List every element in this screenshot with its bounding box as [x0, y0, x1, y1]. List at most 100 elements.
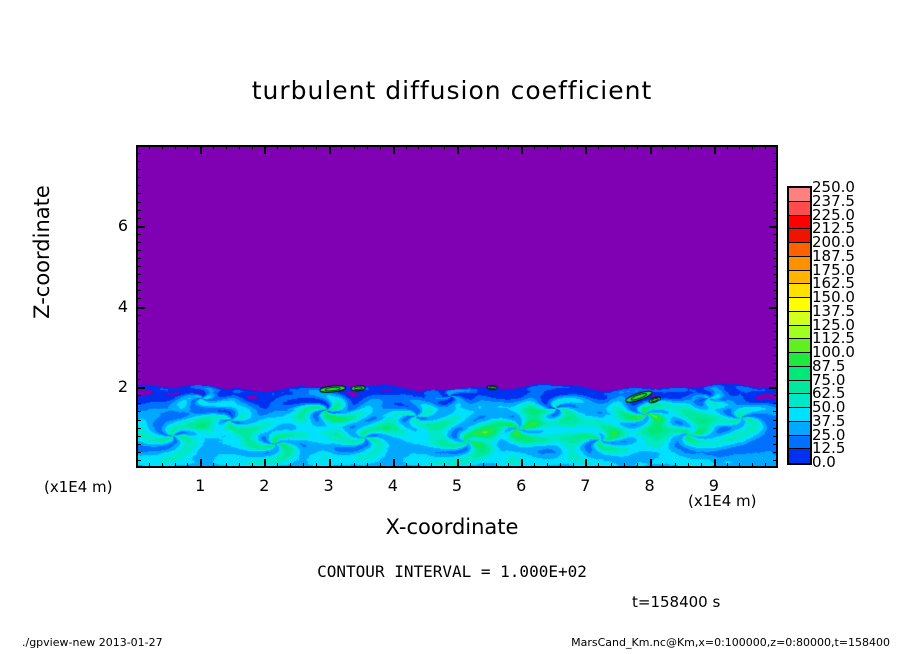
colorbar-band	[789, 298, 810, 312]
colorbar-band	[789, 421, 810, 436]
x-tick	[650, 145, 652, 154]
y-tick	[136, 339, 141, 340]
y-tick	[136, 307, 145, 309]
colorbar[interactable]	[787, 186, 812, 465]
x-tick	[547, 463, 548, 468]
y-tick	[136, 290, 141, 291]
x-tick	[264, 459, 266, 468]
y-tick	[769, 387, 778, 389]
x-tick	[675, 145, 676, 150]
plot-area[interactable]	[136, 145, 778, 468]
x-tick	[534, 145, 535, 150]
y-tick	[136, 250, 141, 251]
colorbar-tick-label: 62.5	[812, 384, 846, 403]
y-tick	[136, 298, 141, 299]
x-tick	[470, 145, 471, 150]
y-tick	[136, 460, 141, 461]
y-tick	[136, 331, 141, 332]
y-tick	[136, 355, 141, 356]
footer-source: MarsCand_Km.nc@Km,x=0:100000,z=0:80000,t…	[571, 636, 890, 649]
colorbar-tick-label: 25.0	[812, 425, 846, 444]
y-tick	[136, 282, 141, 283]
x-tick	[393, 459, 395, 468]
colorbar-band	[789, 339, 810, 353]
y-tick	[136, 169, 141, 170]
colorbar-band	[789, 366, 810, 381]
colorbar-tick-label: 250.0	[812, 178, 855, 196]
y-tick	[773, 315, 778, 316]
x-tick	[560, 463, 561, 468]
contour-interval-note: CONTOUR INTERVAL = 1.000E+02	[317, 562, 587, 581]
y-tick	[136, 452, 141, 453]
x-tick	[252, 463, 253, 468]
colorbar-band	[789, 215, 810, 230]
colorbar-band	[789, 201, 810, 216]
y-tick	[136, 266, 141, 267]
x-tick	[714, 459, 716, 468]
y-tick	[136, 403, 141, 404]
colorbar-band	[789, 325, 810, 340]
x-tick	[200, 459, 202, 468]
x-tick	[444, 463, 445, 468]
colorbar-tick-label: 112.5	[812, 329, 855, 348]
x-tick	[701, 463, 702, 468]
x-tick	[277, 145, 278, 150]
colorbar-band	[789, 380, 810, 395]
y-tick	[773, 242, 778, 243]
page-title: turbulent diffusion coefficient	[251, 76, 653, 105]
x-tick	[329, 145, 331, 154]
colorbar-band	[789, 353, 810, 367]
y-tick	[773, 371, 778, 372]
x-tick	[316, 463, 317, 468]
x-tick	[393, 145, 395, 154]
x-tick	[752, 463, 753, 468]
y-tick	[136, 185, 141, 186]
x-tick	[662, 463, 663, 468]
colorbar-tick-label: 75.0	[812, 370, 846, 389]
y-tick	[773, 258, 778, 259]
x-tick	[470, 463, 471, 468]
y-tick	[773, 153, 778, 154]
x-tick	[239, 145, 240, 150]
x-tick	[483, 145, 484, 150]
y-tick	[773, 444, 778, 445]
x-tick	[637, 145, 638, 150]
y-axis-title: Z-coordinate	[30, 185, 54, 319]
y-tick	[136, 210, 141, 211]
y-tick	[773, 266, 778, 267]
x-tick	[483, 463, 484, 468]
y-tick	[773, 331, 778, 332]
x-tick	[508, 463, 509, 468]
x-tick	[521, 145, 523, 154]
y-tick	[773, 282, 778, 283]
y-tick	[136, 420, 141, 421]
y-tick	[136, 379, 141, 380]
x-tick	[149, 145, 150, 150]
y-tick	[773, 363, 778, 364]
x-tick	[239, 463, 240, 468]
x-tick	[367, 463, 368, 468]
x-tick	[688, 145, 689, 150]
colorbar-band	[789, 284, 810, 298]
x-tick	[431, 463, 432, 468]
colorbar-tick-label: 87.5	[812, 356, 846, 375]
y-tick	[773, 193, 778, 194]
x-tick	[534, 463, 535, 468]
y-tick	[136, 436, 141, 437]
y-tick	[773, 428, 778, 429]
colorbar-tick-label: 200.0	[812, 233, 855, 251]
x-tick	[341, 145, 342, 150]
x-tick	[444, 145, 445, 150]
colorbar-tick-label: 125.0	[812, 315, 855, 334]
x-tick	[149, 463, 150, 468]
x-tick	[496, 145, 497, 150]
y-tick	[773, 234, 778, 235]
y-tick	[136, 371, 141, 372]
y-tick	[136, 177, 141, 178]
y-tick	[136, 315, 141, 316]
x-tick	[611, 463, 612, 468]
x-tick-label: 5	[451, 476, 463, 495]
colorbar-band	[789, 188, 810, 202]
y-tick	[773, 250, 778, 251]
y-tick	[773, 274, 778, 275]
